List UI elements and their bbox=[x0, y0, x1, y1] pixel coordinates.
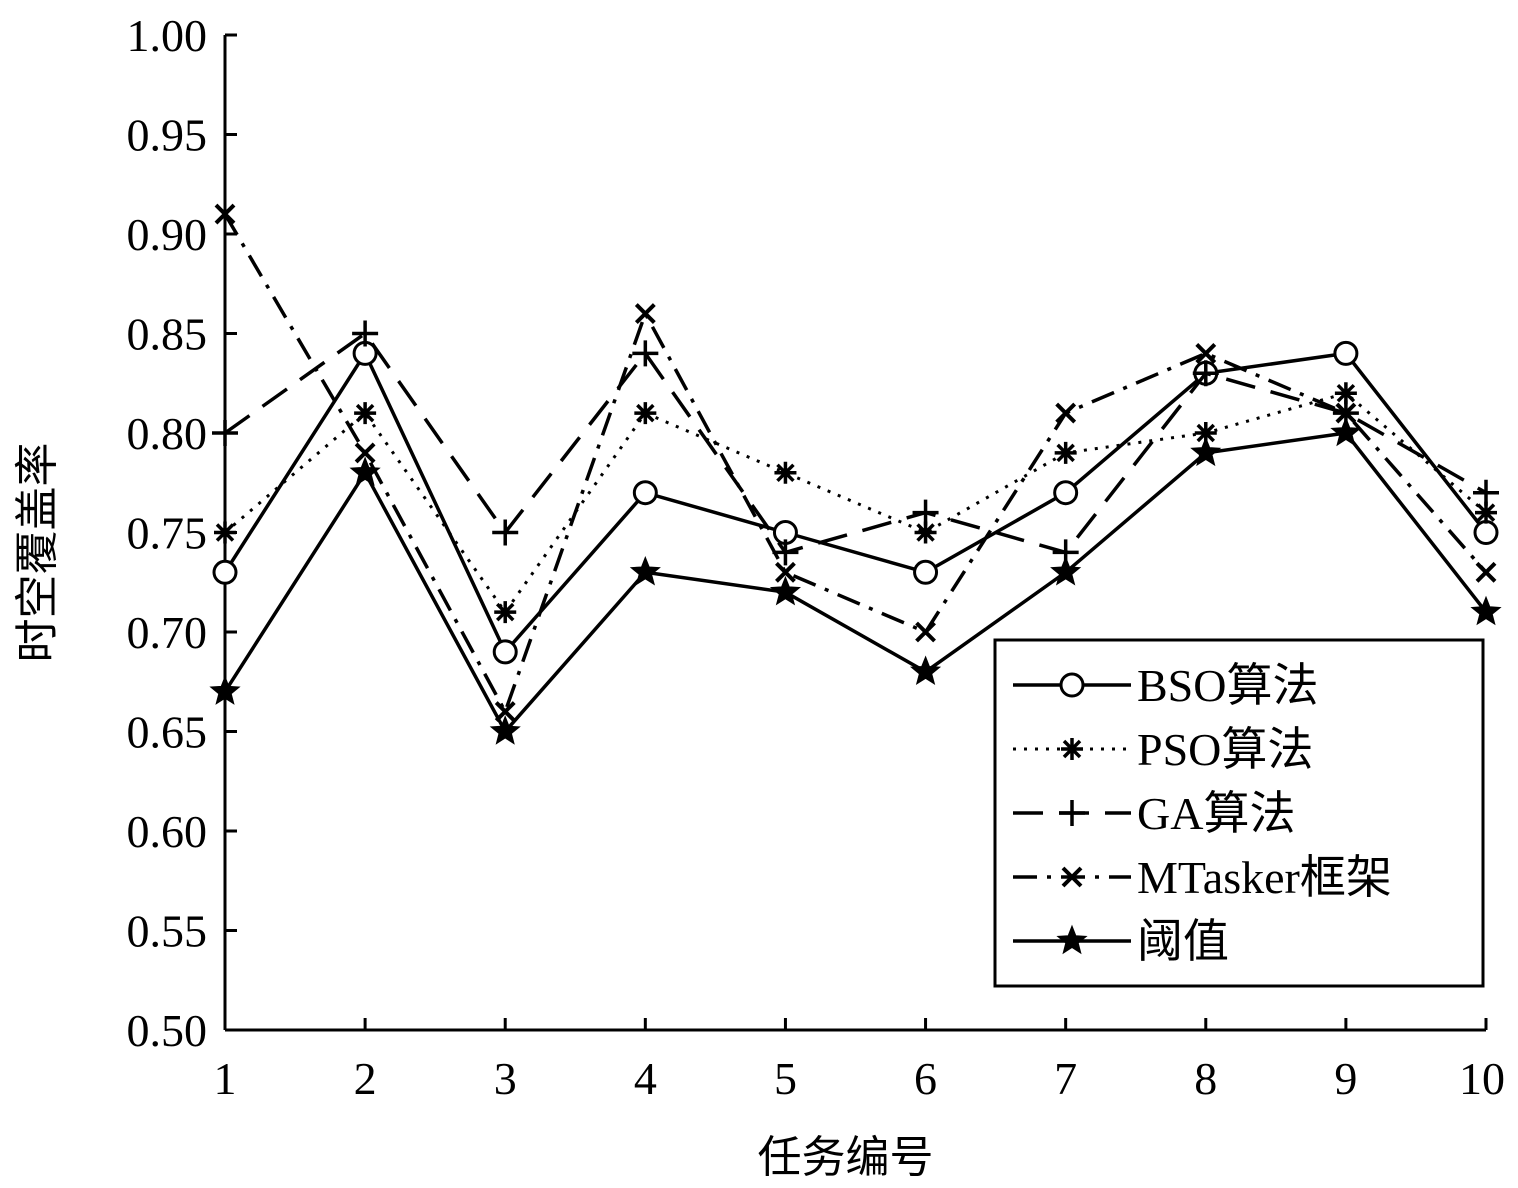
data-point bbox=[1475, 501, 1497, 524]
series-4 bbox=[214, 203, 1497, 723]
data-point bbox=[1195, 342, 1217, 364]
data-point bbox=[354, 442, 376, 464]
data-point bbox=[492, 639, 518, 665]
x-tick-label: 9 bbox=[1334, 1053, 1357, 1104]
data-point bbox=[1334, 382, 1357, 405]
data-point bbox=[772, 539, 799, 566]
data-point bbox=[769, 575, 801, 606]
y-tick-label: 1.00 bbox=[127, 10, 208, 61]
data-point bbox=[634, 303, 656, 325]
data-point bbox=[914, 521, 937, 544]
series-line bbox=[223, 213, 1488, 716]
x-tick-label: 7 bbox=[1054, 1053, 1077, 1104]
data-point bbox=[915, 621, 936, 643]
legend-marker bbox=[1061, 866, 1083, 888]
data-point bbox=[1053, 480, 1079, 506]
x-tick-label: 1 bbox=[214, 1053, 237, 1104]
data-point bbox=[1473, 479, 1499, 506]
legend-item: 阈值 bbox=[1013, 916, 1229, 967]
series-5 bbox=[209, 416, 1502, 745]
y-tick-label: 0.55 bbox=[127, 906, 208, 957]
data-point bbox=[775, 561, 796, 583]
y-tick-label: 0.60 bbox=[127, 806, 208, 857]
data-point bbox=[632, 340, 659, 367]
data-point bbox=[214, 521, 236, 544]
data-point bbox=[1055, 402, 1077, 424]
data-point bbox=[354, 402, 377, 425]
data-point bbox=[349, 456, 381, 487]
data-point bbox=[1475, 561, 1497, 583]
y-tick-label: 0.95 bbox=[127, 110, 208, 161]
data-point bbox=[1192, 360, 1219, 387]
series-3 bbox=[212, 320, 1499, 566]
x-tick-label: 8 bbox=[1194, 1053, 1217, 1104]
y-tick-label: 0.65 bbox=[127, 707, 208, 758]
data-point bbox=[910, 655, 942, 686]
x-tick-label: 10 bbox=[1459, 1053, 1505, 1104]
data-point bbox=[214, 203, 236, 225]
y-tick-label: 0.70 bbox=[127, 607, 208, 658]
legend-marker bbox=[1059, 672, 1085, 698]
series-2 bbox=[214, 382, 1497, 624]
x-tick-label: 5 bbox=[774, 1053, 797, 1104]
data-point bbox=[1333, 340, 1359, 366]
data-point bbox=[1330, 416, 1362, 447]
legend-label: PSO算法 bbox=[1137, 724, 1313, 775]
data-point bbox=[494, 601, 517, 624]
legend-marker bbox=[1056, 924, 1088, 955]
legend-item: BSO算法 bbox=[1013, 660, 1318, 711]
y-tick-label: 0.80 bbox=[127, 408, 208, 459]
x-tick-label: 2 bbox=[354, 1053, 377, 1104]
data-point bbox=[632, 480, 658, 506]
series-line bbox=[224, 391, 1487, 615]
y-tick-label: 0.85 bbox=[127, 309, 208, 360]
series-line bbox=[223, 349, 1488, 656]
data-point bbox=[1335, 402, 1357, 424]
data-point bbox=[1470, 595, 1502, 626]
data-point bbox=[1473, 520, 1499, 545]
legend-item: GA算法 bbox=[1013, 788, 1295, 839]
y-tick-label: 0.90 bbox=[127, 209, 208, 260]
y-tick-label: 0.50 bbox=[127, 1005, 208, 1056]
x-tick-label: 4 bbox=[634, 1053, 657, 1104]
x-axis-title: 任务编号 bbox=[758, 1132, 934, 1183]
axes: 0.50 0.55 0.60 0.65 0.70 0.75 0.80 0.85 0.90 0.95… bbox=[127, 10, 1506, 1104]
data-point bbox=[913, 559, 939, 585]
x-tick-label: 6 bbox=[914, 1053, 937, 1104]
legend-label: GA算法 bbox=[1137, 788, 1295, 839]
legend-label: MTasker框架 bbox=[1137, 852, 1392, 903]
series-1 bbox=[212, 340, 1499, 665]
data-point bbox=[1050, 555, 1082, 586]
data-point bbox=[1054, 441, 1077, 464]
legend-label: BSO算法 bbox=[1137, 660, 1318, 711]
data-point bbox=[489, 715, 521, 745]
data-point bbox=[629, 555, 661, 586]
legend-item: MTasker框架 bbox=[1013, 852, 1392, 903]
series-line bbox=[223, 431, 1488, 735]
legend-marker bbox=[1059, 800, 1085, 826]
data-point bbox=[634, 402, 657, 425]
series-line bbox=[223, 331, 1487, 555]
data-point bbox=[212, 420, 238, 446]
legend-label: 阈值 bbox=[1137, 916, 1229, 967]
data-point bbox=[492, 519, 519, 546]
data-point bbox=[1190, 436, 1222, 467]
data-point bbox=[912, 499, 939, 526]
x-tick-label: 3 bbox=[494, 1053, 517, 1104]
data-point bbox=[352, 320, 379, 347]
data-point bbox=[209, 675, 241, 705]
data-point bbox=[774, 461, 797, 484]
data-point bbox=[1194, 422, 1217, 444]
data-point bbox=[212, 559, 238, 585]
y-tick-label: 0.75 bbox=[127, 508, 208, 559]
legend-item: PSO算法 bbox=[1013, 724, 1313, 775]
y-axis-title: 时空覆盖率 bbox=[12, 443, 63, 663]
series-layer bbox=[209, 203, 1502, 745]
legend-marker bbox=[1061, 738, 1083, 760]
